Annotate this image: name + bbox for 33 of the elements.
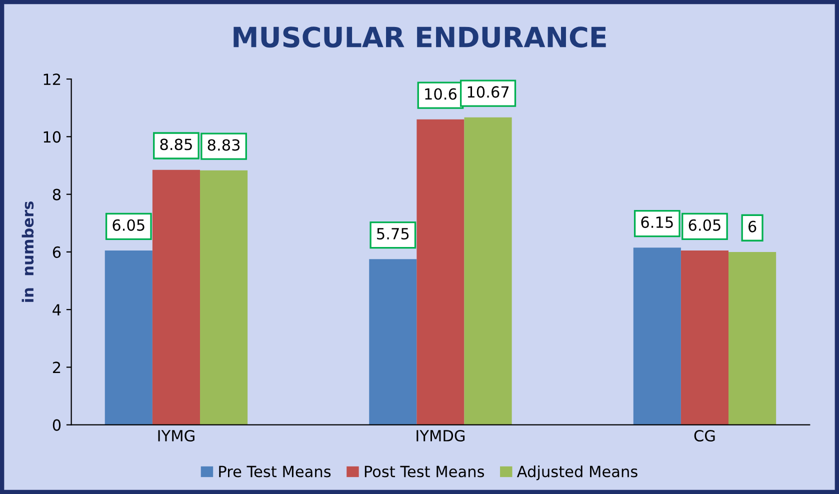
- data-label: 8.85: [160, 138, 192, 150]
- legend-label: Adjusted Means: [516, 465, 638, 480]
- y-tick-label: 6: [52, 246, 61, 258]
- y-tick-label: 10: [44, 131, 61, 143]
- x-tick-label: IYMDG: [416, 430, 465, 442]
- bar: [104, 250, 152, 425]
- bar: [633, 248, 681, 425]
- bar: [416, 119, 464, 425]
- x-tick-label: CG: [694, 430, 715, 442]
- data-label: 6.05: [112, 219, 144, 231]
- data-label: 6.15: [641, 216, 673, 228]
- bar: [200, 170, 248, 425]
- bar: [369, 259, 417, 425]
- y-tick-label: 2: [52, 362, 60, 374]
- data-label: 6.05: [688, 219, 720, 231]
- bar: [680, 250, 729, 425]
- bar: [728, 252, 776, 425]
- y-tick-label: 8: [52, 188, 61, 200]
- bar: [152, 170, 200, 425]
- data-label: 10.67: [468, 86, 509, 98]
- bar: [464, 117, 512, 425]
- chart-title: MUSCULAR ENDURANCE: [234, 26, 606, 48]
- y-axis-title: in numbers: [22, 201, 34, 302]
- data-label: 8.83: [208, 139, 240, 151]
- y-tick-label: 0: [52, 419, 61, 431]
- data-label: 6: [748, 220, 756, 232]
- legend-label: Pre Test Means: [219, 466, 331, 478]
- legend-label: Post Test Means: [364, 466, 484, 478]
- data-label: 10.6: [425, 88, 457, 100]
- y-tick-label: 4: [52, 304, 61, 316]
- data-label: 5.75: [377, 228, 409, 240]
- x-tick-label: IYMG: [158, 430, 194, 442]
- y-tick-label: 12: [44, 74, 60, 85]
